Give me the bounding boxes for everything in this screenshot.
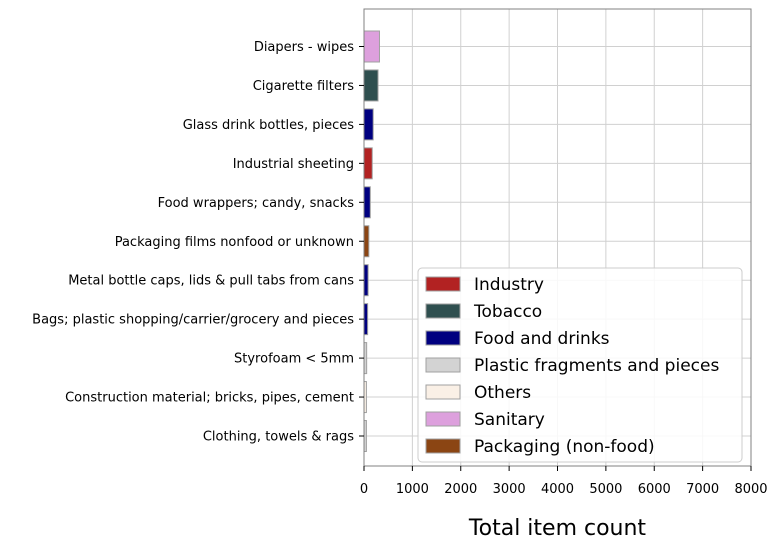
x-tick-label: 4000: [541, 482, 574, 497]
legend-box: [417, 267, 743, 463]
bar: [363, 108, 374, 141]
x-tick-label: 3000: [493, 482, 526, 497]
bar: [363, 147, 373, 180]
legend-swatch: [425, 411, 461, 427]
bar: [363, 264, 369, 297]
bar: [363, 30, 380, 63]
legend-label: Tobacco: [473, 302, 542, 322]
legend-swatch: [425, 276, 461, 292]
y-tick-label: Cigarette filters: [253, 79, 355, 94]
y-tick-label: Packaging films nonfood or unknown: [115, 235, 354, 250]
y-tick-label: Glass drink bottles, pieces: [183, 118, 354, 133]
legend-swatch: [425, 384, 461, 400]
x-tick-labels: 0 1000 2000 3000 4000 5000 6000 7000 8000: [360, 466, 768, 497]
bar: [363, 69, 379, 102]
legend-label: Sanitary: [474, 410, 545, 430]
legend: Industry Tobacco Food and drinks Plastic fr…: [417, 267, 743, 463]
y-tick-label: Bags; plastic shopping/carrier/grocery a…: [32, 313, 354, 328]
y-tick-label: Metal bottle caps, lids & pull tabs from…: [68, 274, 354, 289]
y-tick-label: Clothing, towels & rags: [203, 430, 354, 445]
x-tick-label: 5000: [589, 482, 622, 497]
legend-label: Industry: [474, 275, 544, 295]
legend-swatch: [425, 438, 461, 454]
x-tick-label: 1000: [396, 482, 429, 497]
legend-swatch: [425, 357, 461, 373]
y-tick-label: Diapers - wipes: [254, 40, 354, 55]
legend-label: Plastic fragments and pieces: [474, 356, 719, 376]
bar: [363, 225, 370, 258]
legend-label: Packaging (non-food): [474, 437, 655, 457]
bar: [363, 303, 369, 336]
x-tick-label: 8000: [734, 482, 767, 497]
x-axis-title: Total item count: [468, 516, 647, 541]
y-tick-label: Construction material; bricks, pipes, ce…: [65, 391, 354, 406]
bar: [363, 186, 371, 219]
y-tick-label: Industrial sheeting: [233, 157, 354, 172]
legend-label: Others: [474, 383, 531, 403]
x-tick-label: 2000: [444, 482, 477, 497]
legend-label: Food and drinks: [474, 329, 610, 349]
x-tick-label: 0: [360, 482, 368, 497]
x-tick-label: 7000: [686, 482, 719, 497]
y-tick-label: Styrofoam < 5mm: [234, 352, 354, 367]
bars: [363, 30, 380, 452]
legend-swatch: [425, 330, 461, 346]
legend-swatch: [425, 303, 461, 319]
x-tick-label: 6000: [638, 482, 671, 497]
y-tick-label: Food wrappers; candy, snacks: [158, 196, 355, 211]
y-tick-labels: Diapers - wipes Cigarette filters Glass dr…: [32, 40, 364, 445]
